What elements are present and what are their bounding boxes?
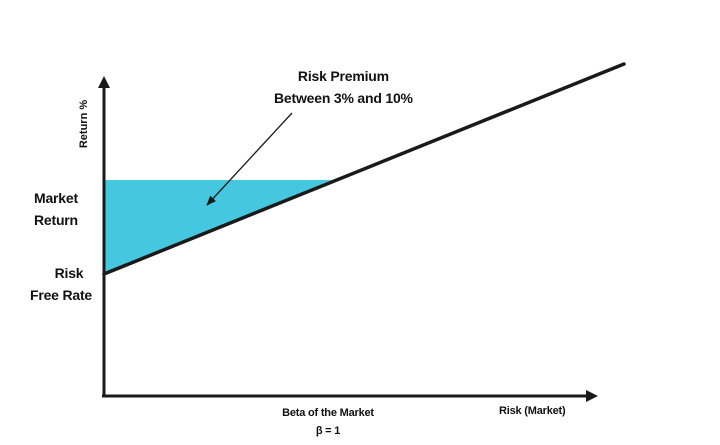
annotation-pointer-arrow [206,112,293,206]
risk-free-rate-label-line-2: Free Rate [30,287,93,303]
x-axis-label: Risk (Market) [499,405,566,417]
risk-premium-annotation-line-1: Risk Premium [297,68,389,84]
market-return-label-line-1: Market [34,190,78,206]
risk-premium-annotation: Risk Premium Between 3% and 10% [274,65,413,109]
beta-value-text: β = 1 [315,425,341,437]
beta-of-market-label-text: Beta of the Market [282,407,374,419]
market-return-label: Market Return [34,187,78,231]
y-axis-label: Return % [78,99,90,149]
beta-value-label: β = 1 [272,424,384,438]
security-market-line [102,62,626,276]
risk-free-rate-label-line-1: Risk [54,265,84,281]
market-return-label-line-2: Return [34,212,78,228]
risk-free-rate-label: Risk Free Rate [30,262,92,306]
risk-premium-annotation-line-2: Between 3% and 10% [274,90,413,106]
beta-of-market-label: Beta of the Market [272,406,384,420]
